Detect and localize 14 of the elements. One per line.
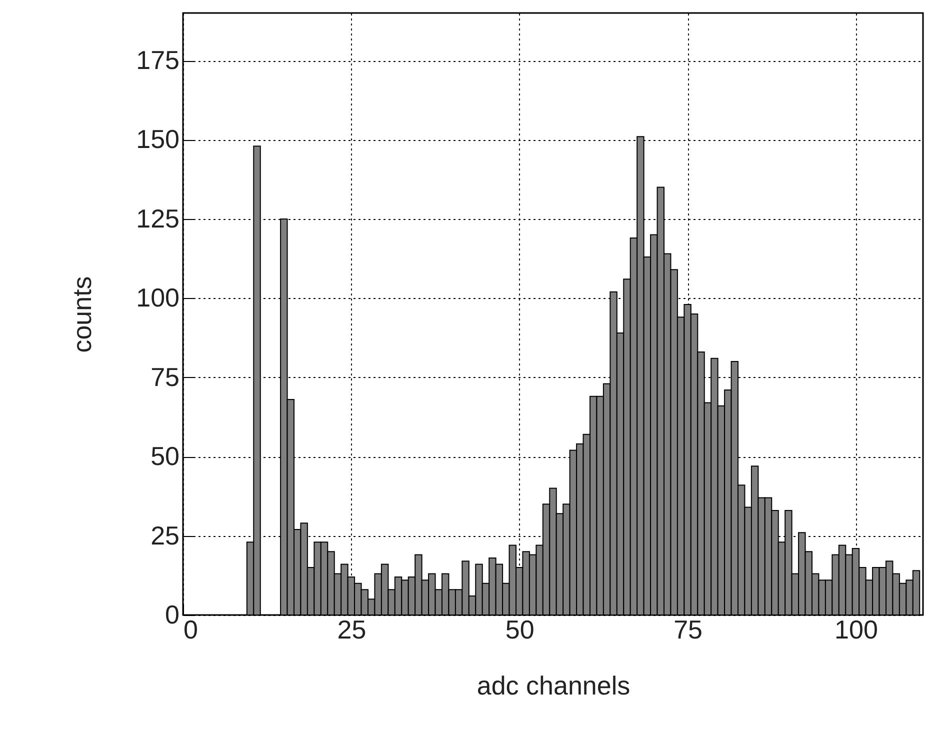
- x-axis-title: adc channels: [476, 670, 630, 700]
- x-tick-label: 75: [674, 614, 703, 644]
- y-tick-label: 75: [150, 362, 180, 392]
- y-tick-label: 100: [136, 282, 180, 313]
- y-tick-label: 50: [150, 441, 180, 472]
- y-axis-title: counts: [67, 276, 98, 353]
- x-tick-label: 50: [505, 614, 534, 644]
- y-tick-label: 175: [136, 45, 180, 76]
- y-tick-label: 25: [150, 520, 180, 550]
- x-tick-label: 0: [184, 614, 198, 644]
- x-tick-label: 25: [337, 614, 366, 644]
- y-tick-label: 125: [136, 203, 180, 234]
- y-tick-label: 150: [136, 124, 180, 154]
- x-tick-label: 100: [834, 614, 878, 644]
